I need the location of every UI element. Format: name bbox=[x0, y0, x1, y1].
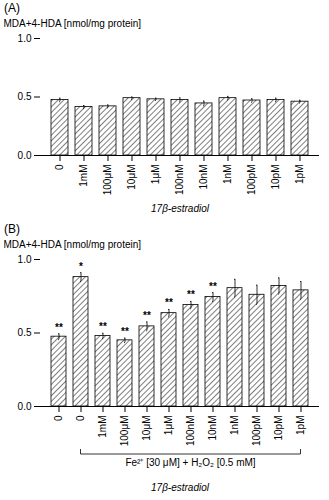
svg-text:1μM: 1μM bbox=[150, 165, 161, 185]
svg-text:0.5: 0.5 bbox=[18, 327, 32, 338]
svg-text:1μM: 1μM bbox=[163, 416, 174, 436]
svg-text:**: ** bbox=[143, 310, 151, 321]
svg-text:10nM: 10nM bbox=[198, 165, 209, 190]
svg-text:**: ** bbox=[121, 326, 129, 337]
html-text:(B): (B) bbox=[4, 222, 20, 236]
svg-text:10nM: 10nM bbox=[207, 416, 218, 441]
svg-text:0.5: 0.5 bbox=[18, 91, 32, 102]
svg-text:100nM: 100nM bbox=[185, 416, 196, 447]
svg-text:1nM: 1nM bbox=[229, 416, 240, 435]
svg-text:0.0: 0.0 bbox=[18, 150, 32, 161]
svg-text:0: 0 bbox=[54, 164, 65, 170]
svg-text:MDA+4-HDA [nmol/mg protein]: MDA+4-HDA [nmol/mg protein] bbox=[4, 239, 142, 250]
svg-text:100nM: 100nM bbox=[174, 165, 185, 196]
svg-text:17β-estradiol: 17β-estradiol bbox=[151, 203, 210, 214]
svg-text:**: ** bbox=[165, 297, 173, 308]
svg-text:**: ** bbox=[99, 321, 107, 332]
svg-text:MDA+4-HDA [nmol/mg protein]: MDA+4-HDA [nmol/mg protein] bbox=[4, 18, 142, 29]
svg-text:Fe²⁺ [30 μM] + H₂O₂ [0.5 mM]: Fe²⁺ [30 μM] + H₂O₂ [0.5 mM] bbox=[125, 457, 255, 468]
svg-text:100μM: 100μM bbox=[119, 416, 130, 447]
svg-text:0: 0 bbox=[75, 415, 86, 421]
svg-text:1pM: 1pM bbox=[294, 165, 305, 184]
svg-text:17β-estradiol: 17β-estradiol bbox=[151, 482, 210, 493]
svg-text:1mM: 1mM bbox=[97, 416, 108, 438]
svg-text:1nM: 1nM bbox=[222, 165, 233, 184]
svg-text:100μM: 100μM bbox=[102, 165, 113, 196]
svg-text:**: ** bbox=[187, 289, 195, 300]
html-text:(A): (A) bbox=[4, 1, 20, 15]
svg-text:0: 0 bbox=[53, 415, 64, 421]
svg-text:0.0: 0.0 bbox=[18, 401, 32, 412]
svg-text:10μM: 10μM bbox=[141, 416, 152, 441]
svg-text:100pM: 100pM bbox=[246, 165, 257, 196]
svg-text:1.0: 1.0 bbox=[18, 254, 32, 265]
svg-text:10μM: 10μM bbox=[126, 165, 137, 190]
svg-text:1mM: 1mM bbox=[78, 165, 89, 187]
svg-text:1pM: 1pM bbox=[295, 416, 306, 435]
svg-text:**: ** bbox=[209, 281, 217, 292]
svg-text:1.0: 1.0 bbox=[18, 33, 32, 44]
svg-text:*: * bbox=[79, 261, 83, 272]
svg-text:100pM: 100pM bbox=[251, 416, 262, 447]
svg-text:**: ** bbox=[55, 322, 63, 333]
svg-text:10pM: 10pM bbox=[273, 416, 284, 441]
svg-text:10pM: 10pM bbox=[270, 165, 281, 190]
